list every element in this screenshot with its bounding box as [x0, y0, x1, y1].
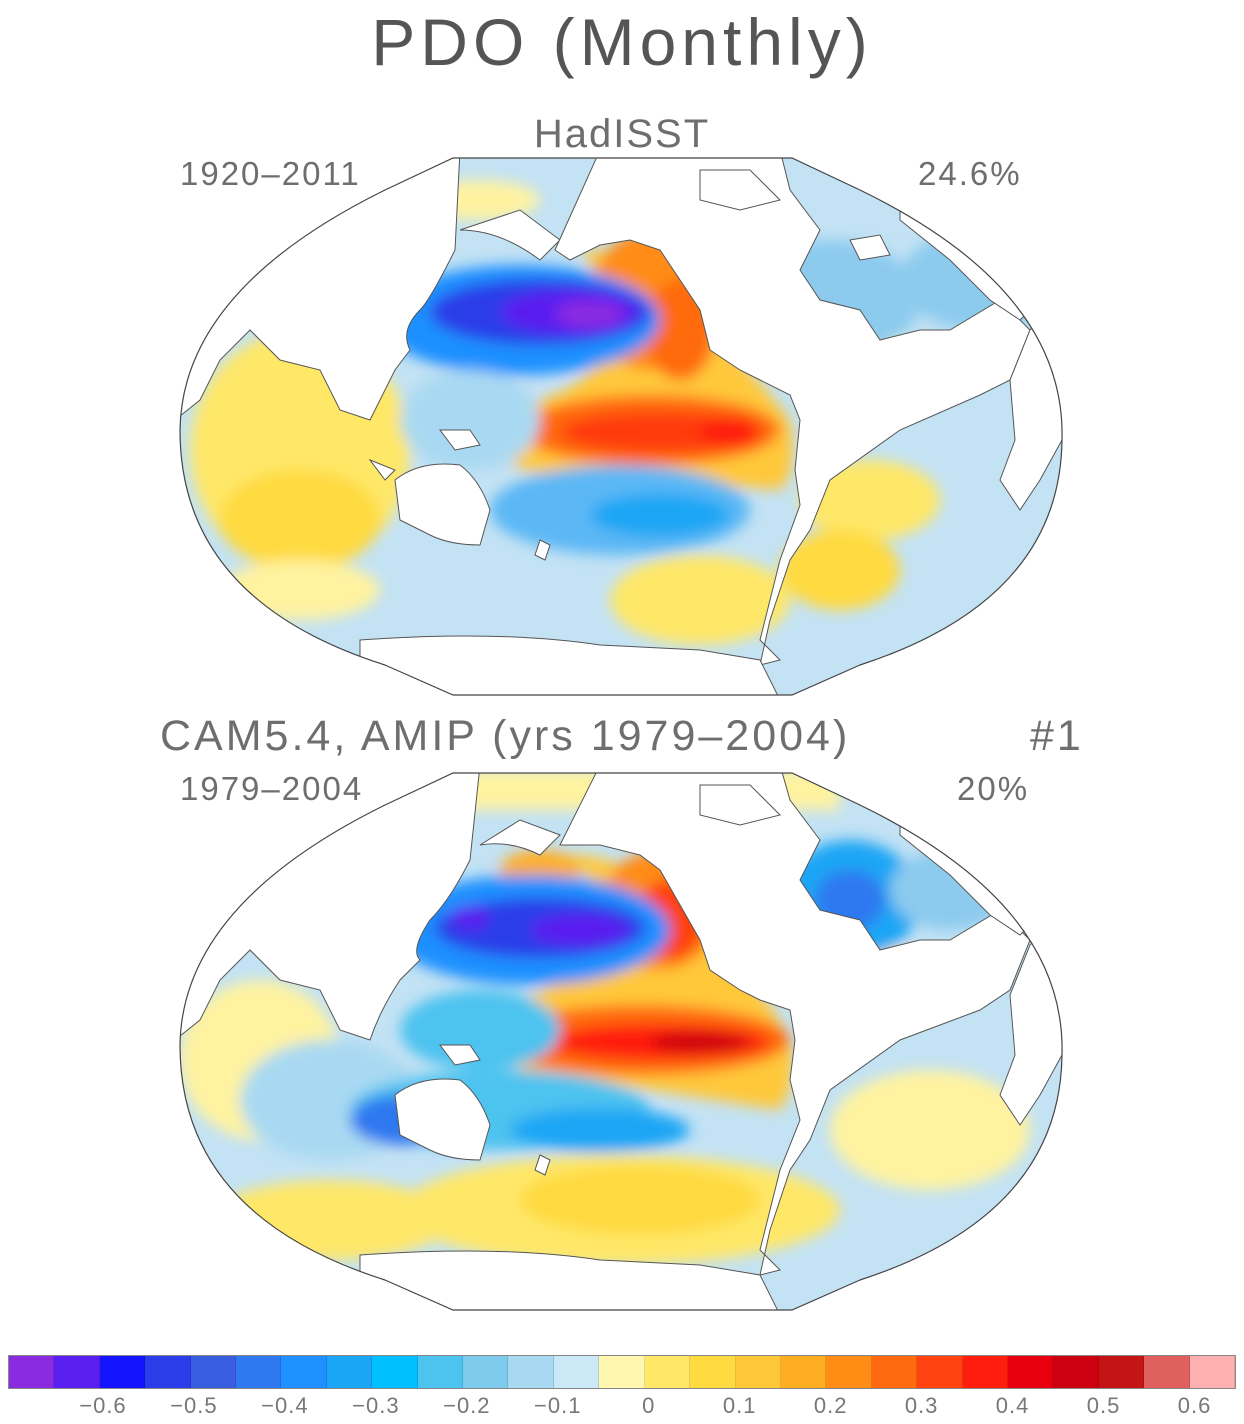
colorbar-swatch [281, 1356, 327, 1388]
colorbar-swatch [417, 1356, 464, 1388]
colorbar-swatch [599, 1356, 645, 1388]
colorbar-swatch [553, 1356, 600, 1388]
panel-1-variance: 24.6% [918, 155, 1022, 192]
panel-2-member: #1 [1030, 712, 1084, 760]
colorbar-tick-label: 0.5 [1086, 1393, 1121, 1418]
colorbar-tick-label: −0.4 [261, 1393, 309, 1418]
panel-2-title: CAM5.4, AMIP (yrs 1979–2004) [160, 712, 851, 760]
colorbar-swatch [780, 1356, 827, 1388]
map-panel-1 [180, 158, 1063, 695]
colorbar-swatch [54, 1356, 100, 1388]
colorbar [8, 1355, 1236, 1389]
colorbar-tick-label: 0.1 [722, 1393, 757, 1418]
colorbar-swatch [1053, 1356, 1099, 1388]
colorbar-tick-label: 0.3 [904, 1393, 939, 1418]
land-masses [180, 773, 1063, 1310]
panel-1-title: HadISST [533, 112, 711, 156]
colorbar-tick-label: 0.4 [995, 1393, 1030, 1418]
map-border-1 [179, 157, 1063, 696]
colorbar-swatch [1189, 1356, 1235, 1388]
colorbar-swatch [1007, 1356, 1054, 1388]
colorbar-tick-label: 0.6 [1177, 1393, 1212, 1418]
colorbar-tick-label: −0.3 [352, 1393, 400, 1418]
colorbar-swatch [508, 1356, 554, 1388]
colorbar-swatch [145, 1356, 191, 1388]
colorbar-swatch [735, 1356, 781, 1388]
colorbar-swatch [326, 1356, 373, 1388]
colorbar-swatch [9, 1356, 55, 1388]
colorbar-tick-label: 0.2 [813, 1393, 848, 1418]
map-border-2 [179, 772, 1063, 1311]
colorbar-tick-label: −0.5 [170, 1393, 218, 1418]
colorbar-swatch [962, 1356, 1008, 1388]
colorbar-tick-label: −0.6 [79, 1393, 127, 1418]
colorbar-swatch [826, 1356, 872, 1388]
colorbar-swatch [236, 1356, 282, 1388]
colorbar-swatch [372, 1356, 418, 1388]
map-panel-2 [180, 773, 1063, 1310]
colorbar-labels: −0.6 −0.5 −0.4 −0.3 −0.2 −0.1 0 0.1 0.2 0.3 0.4 0.5… [0, 1393, 1244, 1423]
panel-1-period: 1920–2011 [180, 155, 361, 192]
colorbar-swatch [1144, 1356, 1190, 1388]
colorbar-swatch [99, 1356, 146, 1388]
colorbar-tick-label: 0 [642, 1393, 656, 1418]
colorbar-swatch [917, 1356, 963, 1388]
panel-2-variance: 20% [957, 770, 1030, 807]
colorbar-swatch [871, 1356, 918, 1388]
figure-title: PDO (Monthly) [371, 5, 873, 79]
colorbar-swatch [463, 1356, 509, 1388]
colorbar-swatch [190, 1356, 237, 1388]
colorbar-swatch [1098, 1356, 1145, 1388]
colorbar-swatch [644, 1356, 691, 1388]
colorbar-tick-label: −0.2 [443, 1393, 491, 1418]
colorbar-swatch [690, 1356, 736, 1388]
panel-2-period: 1979–2004 [180, 770, 364, 807]
colorbar-tick-label: −0.1 [534, 1393, 582, 1418]
